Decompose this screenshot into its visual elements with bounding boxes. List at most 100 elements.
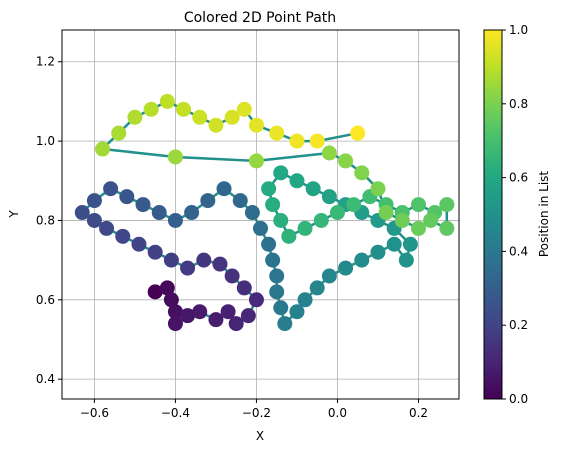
x-tick-label: −0.6 bbox=[80, 406, 109, 420]
data-point bbox=[147, 244, 163, 260]
data-point bbox=[321, 189, 337, 205]
data-point bbox=[354, 165, 370, 181]
data-point bbox=[309, 280, 325, 296]
data-point bbox=[378, 205, 394, 221]
data-point bbox=[281, 228, 297, 244]
y-tick-label: 0.8 bbox=[36, 213, 55, 227]
data-point bbox=[167, 149, 183, 165]
y-axis-label: Y bbox=[7, 210, 21, 219]
x-tick-label: −0.2 bbox=[242, 406, 271, 420]
data-point bbox=[297, 292, 313, 308]
data-point bbox=[167, 212, 183, 228]
data-point bbox=[131, 236, 147, 252]
colorbar-tick-label: 0.8 bbox=[509, 97, 528, 111]
data-point bbox=[305, 181, 321, 197]
data-point bbox=[99, 220, 115, 236]
data-point bbox=[265, 197, 281, 213]
data-point bbox=[423, 212, 439, 228]
colorbar-label: Position in List bbox=[537, 171, 551, 258]
data-point bbox=[269, 125, 285, 141]
data-point bbox=[350, 125, 366, 141]
x-axis-label: X bbox=[256, 429, 264, 443]
data-point bbox=[232, 193, 248, 209]
data-point bbox=[253, 220, 268, 236]
data-point bbox=[86, 193, 102, 209]
data-point bbox=[289, 173, 305, 189]
data-point bbox=[208, 312, 224, 328]
data-point bbox=[269, 284, 285, 300]
data-point bbox=[163, 292, 179, 308]
points-layer bbox=[74, 93, 455, 332]
data-point bbox=[289, 304, 305, 320]
data-point bbox=[159, 280, 175, 296]
data-point bbox=[192, 109, 208, 125]
grid-lines bbox=[62, 30, 459, 399]
data-point bbox=[297, 220, 313, 236]
data-point bbox=[208, 117, 224, 133]
data-point bbox=[265, 252, 281, 268]
data-point bbox=[176, 101, 192, 117]
data-point bbox=[119, 189, 135, 205]
data-point bbox=[289, 133, 305, 149]
data-point bbox=[313, 212, 329, 228]
x-axis-ticks: −0.6 −0.4 −0.2 0.0 0.2 bbox=[80, 399, 428, 420]
data-point bbox=[86, 212, 102, 228]
data-point bbox=[321, 145, 337, 161]
colorbar-tick-label: 1.0 bbox=[509, 23, 528, 37]
data-point bbox=[228, 316, 244, 332]
plot-area bbox=[74, 93, 455, 332]
data-point bbox=[273, 165, 289, 181]
data-point bbox=[261, 236, 277, 252]
data-point bbox=[346, 197, 362, 213]
y-axis-ticks: 0.4 0.6 0.8 1.0 1.2 bbox=[36, 55, 62, 386]
y-tick-label: 1.0 bbox=[36, 134, 55, 148]
y-tick-label: 1.2 bbox=[36, 55, 55, 69]
data-point bbox=[127, 109, 143, 125]
data-point bbox=[147, 284, 163, 300]
data-point bbox=[167, 316, 183, 332]
data-point bbox=[269, 268, 285, 284]
data-point bbox=[309, 133, 325, 149]
data-point bbox=[439, 220, 455, 236]
data-point bbox=[163, 252, 179, 268]
data-point bbox=[159, 93, 175, 109]
colorbar-tick-label: 0.6 bbox=[509, 171, 528, 185]
data-point bbox=[329, 205, 345, 221]
x-tick-label: 0.0 bbox=[328, 406, 347, 420]
data-point bbox=[95, 141, 111, 157]
plot-frame bbox=[61, 29, 460, 400]
data-point bbox=[354, 252, 370, 268]
data-point bbox=[115, 228, 131, 244]
colorbar bbox=[483, 29, 503, 400]
data-point bbox=[338, 260, 354, 276]
data-point bbox=[135, 197, 151, 213]
data-point bbox=[192, 304, 208, 320]
y-tick-label: 0.4 bbox=[36, 372, 55, 386]
data-point bbox=[248, 117, 264, 133]
data-point bbox=[261, 181, 277, 197]
data-point bbox=[224, 109, 240, 125]
data-point bbox=[224, 268, 240, 284]
data-point bbox=[143, 101, 159, 117]
chart-title: Colored 2D Point Path bbox=[184, 10, 336, 26]
data-point bbox=[248, 292, 264, 308]
data-point bbox=[273, 212, 289, 228]
data-point bbox=[370, 244, 386, 260]
colorbar-ticks: 0.0 0.2 0.4 0.6 0.8 1.0 bbox=[502, 23, 528, 406]
data-point bbox=[180, 308, 196, 324]
data-point bbox=[370, 181, 386, 197]
data-point bbox=[216, 181, 232, 197]
data-point bbox=[248, 153, 264, 169]
x-tick-label: 0.2 bbox=[409, 406, 428, 420]
data-point bbox=[74, 205, 90, 221]
colorbar-tick-label: 0.0 bbox=[509, 392, 528, 406]
data-point bbox=[111, 125, 127, 141]
data-point bbox=[200, 193, 216, 209]
data-point bbox=[277, 316, 293, 332]
y-tick-label: 0.6 bbox=[36, 293, 55, 307]
data-point bbox=[167, 304, 183, 320]
data-point bbox=[321, 268, 337, 284]
data-point bbox=[180, 260, 196, 276]
data-point bbox=[394, 212, 410, 228]
